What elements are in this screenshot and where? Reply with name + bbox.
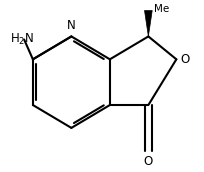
Text: O: O	[144, 155, 153, 168]
Text: Me: Me	[154, 4, 169, 14]
Polygon shape	[144, 10, 152, 36]
Text: N: N	[67, 19, 76, 32]
Text: O: O	[181, 53, 190, 66]
Text: H$_2$N: H$_2$N	[10, 32, 34, 47]
